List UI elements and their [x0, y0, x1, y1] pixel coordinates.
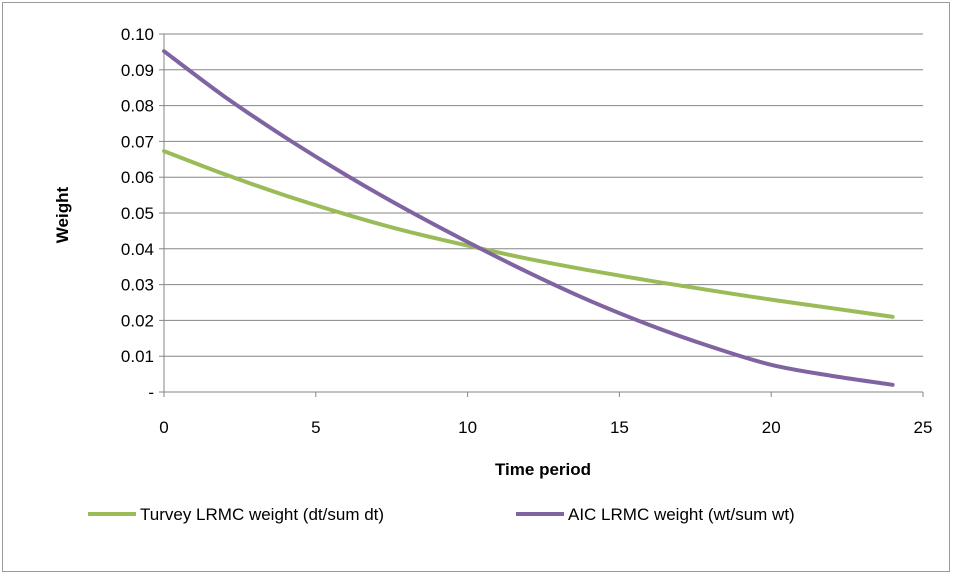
x-tick-label: 20	[762, 418, 781, 437]
y-tick-label: -	[148, 383, 154, 402]
y-tick-label: 0.09	[121, 61, 154, 80]
x-tick-label: 25	[914, 418, 933, 437]
y-tick-labels: - 0.01 0.02 0.03 0.04 0.05 0.06 0.07 0.08 0.09 0.1…	[121, 25, 154, 402]
legend-label-1: Turvey LRMC weight (dt/sum dt)	[140, 505, 384, 524]
x-tick-labels: 0 5 10 15 20 25	[159, 418, 932, 437]
legend-label-2: AIC LRMC weight (wt/sum wt)	[568, 505, 795, 524]
x-tick-label: 10	[458, 418, 477, 437]
x-tick-label: 5	[311, 418, 320, 437]
y-axis-title: Weight	[53, 186, 72, 243]
x-axis-title: Time period	[495, 460, 591, 479]
series-lines	[162, 49, 895, 387]
y-tick-label: 0.02	[121, 311, 154, 330]
x-tick-label: 0	[159, 418, 168, 437]
y-tick-label: 0.03	[121, 276, 154, 295]
legend: Turvey LRMC weight (dt/sum dt) AIC LRMC w…	[88, 505, 795, 524]
series-line-2	[162, 49, 895, 387]
y-tick-label: 0.06	[121, 168, 154, 187]
y-tick-label: 0.05	[121, 204, 154, 223]
y-tick-label: 0.10	[121, 25, 154, 44]
y-tick-label: 0.04	[121, 240, 154, 259]
y-tick-label: 0.08	[121, 97, 154, 116]
gridlines	[159, 33, 923, 393]
x-tick-label: 15	[610, 418, 629, 437]
y-tick-label: 0.07	[121, 132, 154, 151]
series-line-1	[162, 149, 895, 319]
y-tick-label: 0.01	[121, 347, 154, 366]
axes	[163, 34, 924, 397]
